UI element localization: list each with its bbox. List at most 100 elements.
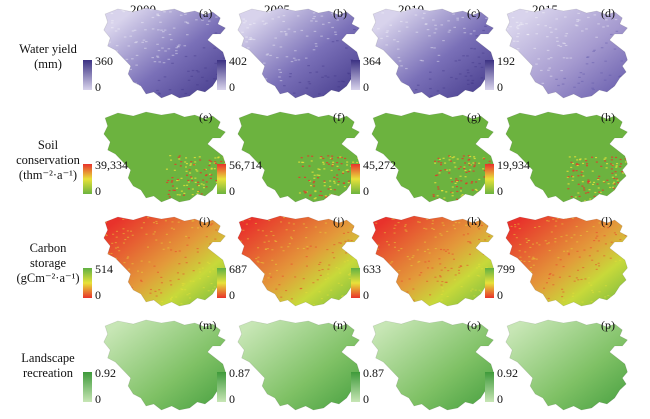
map-texture bbox=[329, 188, 332, 190]
map-texture bbox=[285, 290, 288, 292]
map-texture bbox=[215, 229, 218, 231]
map-texture bbox=[313, 174, 316, 176]
map-texture bbox=[115, 230, 118, 232]
map-texture bbox=[331, 26, 334, 29]
map-texture bbox=[442, 204, 444, 205]
map-texture bbox=[436, 60, 440, 63]
map-texture bbox=[202, 187, 205, 189]
map-texture bbox=[171, 54, 175, 56]
map-texture bbox=[265, 101, 268, 102]
map-texture bbox=[446, 230, 449, 232]
map-texture bbox=[313, 177, 316, 179]
map-texture bbox=[520, 58, 524, 60]
map-texture bbox=[329, 157, 332, 159]
map-texture bbox=[224, 163, 226, 165]
map-texture bbox=[308, 165, 311, 167]
map-texture bbox=[522, 304, 525, 306]
map-texture bbox=[467, 155, 470, 157]
map-texture bbox=[451, 186, 454, 188]
map-texture bbox=[278, 76, 281, 78]
map-texture bbox=[339, 205, 341, 206]
map-texture bbox=[519, 256, 522, 258]
map-texture bbox=[447, 270, 450, 272]
map-texture bbox=[438, 258, 441, 260]
map-texture bbox=[480, 66, 484, 68]
map-texture bbox=[217, 157, 220, 159]
map-texture bbox=[523, 105, 526, 106]
map-texture bbox=[405, 26, 409, 28]
map-texture bbox=[176, 178, 179, 181]
map-texture bbox=[576, 164, 579, 167]
map-texture bbox=[131, 297, 134, 299]
map-texture bbox=[576, 250, 579, 252]
map-texture bbox=[581, 181, 584, 183]
map-texture bbox=[277, 16, 281, 18]
map-texture bbox=[271, 301, 274, 303]
map-texture bbox=[103, 302, 106, 304]
map-texture bbox=[224, 239, 226, 241]
map-texture bbox=[385, 35, 389, 37]
map-texture bbox=[287, 28, 291, 30]
map-texture bbox=[320, 194, 323, 197]
map-texture bbox=[515, 21, 519, 24]
map-texture bbox=[471, 79, 475, 82]
map-texture bbox=[418, 260, 421, 263]
map-texture bbox=[620, 163, 623, 165]
map-texture bbox=[627, 70, 628, 72]
map-texture bbox=[152, 233, 155, 235]
map-texture bbox=[516, 28, 520, 30]
map-texture bbox=[461, 157, 464, 160]
map-texture bbox=[326, 249, 329, 251]
map-texture bbox=[605, 19, 608, 21]
map-texture bbox=[318, 269, 321, 272]
map-texture bbox=[554, 241, 557, 243]
map-texture bbox=[245, 50, 249, 52]
map-texture bbox=[168, 241, 171, 243]
map-texture bbox=[146, 246, 150, 248]
legend-min-label: 0 bbox=[95, 392, 101, 406]
map-texture bbox=[532, 310, 534, 311]
map-texture bbox=[168, 306, 170, 307]
map-texture bbox=[448, 29, 452, 31]
map-texture bbox=[156, 13, 159, 15]
map-texture bbox=[440, 293, 443, 296]
map-texture bbox=[122, 214, 124, 215]
map-texture bbox=[628, 39, 631, 40]
map-texture bbox=[428, 100, 431, 101]
map-texture bbox=[331, 163, 334, 166]
map-texture bbox=[547, 69, 550, 71]
map-texture bbox=[344, 157, 347, 160]
map-texture bbox=[170, 249, 173, 251]
map-texture bbox=[124, 239, 127, 241]
map-texture bbox=[519, 243, 522, 246]
map-texture bbox=[477, 203, 479, 204]
map-texture bbox=[185, 262, 188, 264]
map-texture bbox=[465, 171, 468, 173]
map-texture bbox=[603, 158, 606, 160]
map-texture bbox=[145, 41, 148, 43]
map-texture bbox=[175, 52, 178, 55]
map-texture bbox=[622, 299, 625, 302]
map-texture bbox=[302, 247, 305, 250]
legend-min-label: 0 bbox=[95, 184, 101, 198]
map-texture bbox=[386, 285, 389, 287]
map-texture bbox=[381, 283, 384, 285]
map-texture bbox=[189, 172, 192, 174]
map-texture bbox=[516, 274, 519, 276]
map-texture bbox=[624, 158, 627, 160]
map-texture bbox=[436, 90, 440, 92]
legend-bar bbox=[351, 268, 360, 298]
map-texture bbox=[167, 48, 171, 50]
map-texture bbox=[426, 306, 428, 307]
map-texture bbox=[465, 183, 468, 185]
map-texture bbox=[423, 98, 426, 99]
map-texture bbox=[284, 34, 288, 36]
map-texture bbox=[205, 80, 209, 82]
map-texture bbox=[393, 232, 396, 234]
map-texture bbox=[450, 103, 453, 104]
map-texture bbox=[627, 282, 628, 284]
legend-max-label: 0.87 bbox=[229, 366, 250, 380]
map-texture bbox=[546, 36, 549, 38]
map-texture bbox=[321, 23, 325, 25]
map-texture bbox=[300, 203, 302, 204]
